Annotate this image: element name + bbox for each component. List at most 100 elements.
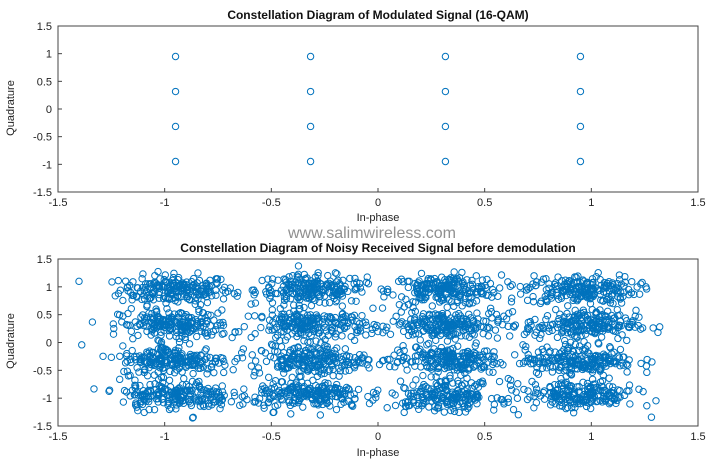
bottom-data-point (605, 392, 613, 401)
bottom-data-point (338, 302, 347, 310)
bottom-y-tick-label: 0 (46, 338, 52, 350)
bottom-data-point (383, 285, 392, 294)
bottom-data-point (582, 326, 590, 334)
bottom-data-point (170, 310, 179, 318)
bottom-data-point (577, 316, 586, 325)
bottom-data-point (300, 303, 308, 312)
bottom-data-point (598, 312, 606, 321)
bottom-data-point (99, 352, 107, 361)
bottom-data-point (532, 385, 541, 393)
bottom-data-point (353, 326, 361, 334)
bottom-data-point (448, 286, 456, 295)
bottom-y-tick-label: -0.5 (33, 365, 52, 377)
bottom-data-point (113, 310, 122, 319)
bottom-data-point (251, 393, 259, 401)
bottom-data-point (594, 269, 602, 277)
modulated-signal-plot: Constellation Diagram of Modulated Signa… (5, 8, 706, 224)
bottom-data-point (409, 303, 417, 312)
bottom-data-point (635, 313, 643, 321)
bottom-data-point (597, 333, 606, 341)
bottom-data-point (170, 269, 178, 278)
bottom-data-point (604, 325, 612, 333)
bottom-data-point (599, 288, 608, 296)
bottom-data-point (78, 341, 86, 349)
bottom-data-point (490, 348, 498, 356)
bottom-data-point (413, 285, 422, 293)
bottom-data-point (127, 304, 136, 313)
bottom-data-point (598, 388, 607, 396)
bottom-x-tick-label: -1.5 (49, 431, 68, 443)
bottom-data-point (464, 364, 472, 373)
bottom-data-point (206, 322, 215, 330)
bottom-data-point (403, 366, 411, 374)
bottom-data-point (571, 306, 579, 315)
bottom-data-point (597, 365, 605, 373)
bottom-data-point (294, 359, 302, 368)
bottom-data-point (548, 368, 557, 376)
bottom-data-point (395, 300, 404, 309)
bottom-data-point (523, 296, 532, 305)
bottom-data-point (330, 283, 339, 292)
bottom-data-point (532, 368, 541, 377)
bottom-data-point (343, 357, 351, 365)
bottom-data-point (323, 280, 331, 289)
bottom-data-point (266, 322, 274, 331)
bottom-data-point (411, 352, 420, 360)
bottom-data-point (456, 390, 464, 399)
bottom-data-point (118, 318, 126, 326)
bottom-data-point (467, 355, 476, 364)
bottom-data-point (274, 362, 283, 370)
bottom-data-point (133, 400, 141, 409)
bottom-data-point (522, 342, 530, 351)
bottom-data-point (401, 384, 409, 393)
bottom-data-point (191, 297, 200, 305)
bottom-data-point (211, 357, 219, 365)
bottom-data-point (391, 391, 399, 399)
bottom-data-point (218, 388, 227, 396)
bottom-data-point (643, 402, 651, 410)
bottom-data-point (287, 355, 295, 363)
bottom-data-point (546, 347, 554, 355)
bottom-data-point (628, 277, 636, 286)
bottom-data-point (255, 369, 264, 377)
bottom-data-point (579, 378, 587, 387)
bottom-data-point (333, 344, 341, 352)
bottom-data-point (120, 367, 128, 376)
bottom-data-point (497, 271, 506, 279)
bottom-data-point (583, 311, 592, 320)
bottom-data-point (477, 282, 485, 290)
bottom-data-point (152, 308, 161, 316)
bottom-data-point (372, 393, 380, 402)
bottom-data-point (159, 316, 167, 325)
bottom-data-point (630, 290, 638, 299)
bottom-data-point (508, 307, 517, 316)
bottom-data-point (247, 300, 255, 308)
noisy-signal-plot: Constellation Diagram of Noisy Received … (5, 241, 706, 459)
bottom-data-point (287, 410, 295, 418)
bottom-data-point (195, 307, 203, 316)
bottom-data-point (161, 346, 170, 354)
bottom-data-point (322, 390, 330, 399)
bottom-data-point (589, 366, 597, 374)
bottom-data-point (404, 331, 413, 340)
bottom-data-point (292, 325, 301, 333)
bottom-data-point (386, 330, 395, 339)
bottom-data-point (134, 284, 142, 292)
bottom-data-point (130, 391, 139, 399)
bottom-data-point (209, 327, 218, 336)
bottom-data-point (109, 320, 117, 328)
bottom-data-point (610, 348, 618, 357)
bottom-data-point (299, 355, 307, 363)
bottom-data-point (521, 346, 529, 354)
bottom-data-point (465, 310, 473, 318)
bottom-data-point (293, 272, 301, 280)
bottom-data-point (528, 377, 536, 386)
top-data-point (306, 157, 315, 166)
top-data-point (441, 157, 450, 166)
bottom-data-point (335, 320, 343, 329)
bottom-data-point (592, 317, 600, 325)
bottom-data-point (327, 281, 335, 289)
bottom-data-point (441, 376, 449, 384)
bottom-data-point (520, 385, 528, 394)
bottom-data-point (579, 276, 587, 284)
